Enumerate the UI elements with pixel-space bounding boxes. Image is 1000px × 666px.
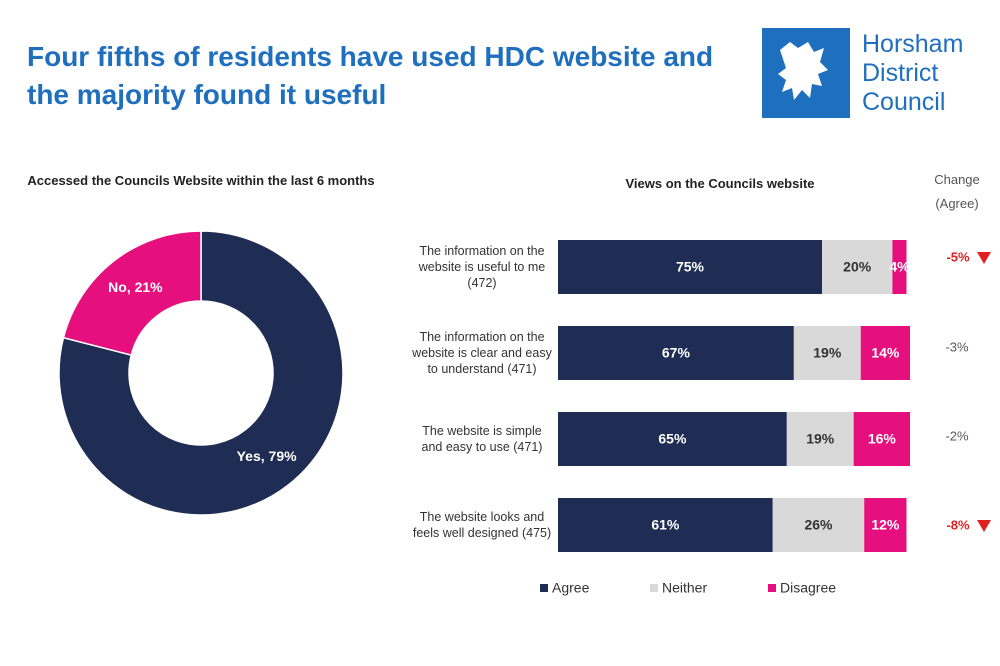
legend-swatch bbox=[650, 584, 658, 592]
change-marker bbox=[977, 252, 991, 264]
change-title: Change (Agree) bbox=[934, 172, 980, 211]
bar-label: 12% bbox=[871, 517, 900, 533]
bar-segment bbox=[892, 240, 907, 294]
pie-title: Accessed the Councils Website within the… bbox=[27, 173, 375, 188]
legend-swatch bbox=[768, 584, 776, 592]
change-value: -5% bbox=[946, 249, 970, 264]
bar-label: 4% bbox=[889, 259, 910, 275]
bar-label: 14% bbox=[871, 345, 900, 361]
bar-label: 19% bbox=[813, 345, 842, 361]
bar-label: 61% bbox=[651, 517, 680, 533]
bar-segment bbox=[558, 240, 822, 294]
category-label: The website is simple and easy to use (4… bbox=[421, 424, 543, 454]
bar-segment bbox=[864, 498, 907, 552]
bar-label: 19% bbox=[806, 431, 835, 447]
legend-label: Disagree bbox=[780, 580, 836, 596]
bar-segment bbox=[772, 498, 865, 552]
slide-title: Four fifths of residents have used HDC w… bbox=[27, 41, 714, 110]
bar-label: 26% bbox=[804, 517, 833, 533]
logo-line: Council bbox=[862, 88, 946, 116]
change-value: -3% bbox=[945, 339, 969, 354]
bar-segment bbox=[793, 326, 861, 380]
legend-swatch bbox=[540, 584, 548, 592]
bar-segment bbox=[860, 326, 910, 380]
category-label: The information on the website is clear … bbox=[412, 330, 552, 376]
bar-segment bbox=[558, 498, 773, 552]
bar-segment bbox=[853, 412, 910, 466]
bar-label: 65% bbox=[658, 431, 687, 447]
bar-segment bbox=[558, 412, 787, 466]
bar-segment bbox=[558, 326, 794, 380]
bar-segment bbox=[822, 240, 893, 294]
legend-label: Neither bbox=[662, 580, 707, 596]
bar-label: 20% bbox=[843, 259, 872, 275]
bar-title: Views on the Councils website bbox=[625, 176, 815, 191]
pie-label: No, 21% bbox=[108, 279, 163, 295]
change-value: -2% bbox=[945, 428, 969, 443]
category-label: The information on the website is useful… bbox=[418, 244, 546, 290]
change-marker bbox=[977, 520, 991, 532]
change-value: -8% bbox=[946, 517, 970, 532]
pie-slice bbox=[58, 230, 344, 516]
logo-text: Horsham District Council bbox=[862, 30, 963, 117]
pie-label: Yes, 79% bbox=[237, 448, 297, 464]
logo-lion bbox=[778, 42, 828, 100]
bar-label: 75% bbox=[676, 259, 705, 275]
legend-label: Agree bbox=[552, 580, 590, 596]
bar-label: 67% bbox=[662, 345, 691, 361]
pie-slice bbox=[62, 230, 202, 357]
bar-segment bbox=[786, 412, 854, 466]
bar-label: 16% bbox=[868, 431, 897, 447]
category-label: The website looks and feels well designe… bbox=[412, 510, 552, 540]
logo-line: District bbox=[862, 59, 939, 87]
logo-line: Horsham bbox=[862, 30, 964, 58]
